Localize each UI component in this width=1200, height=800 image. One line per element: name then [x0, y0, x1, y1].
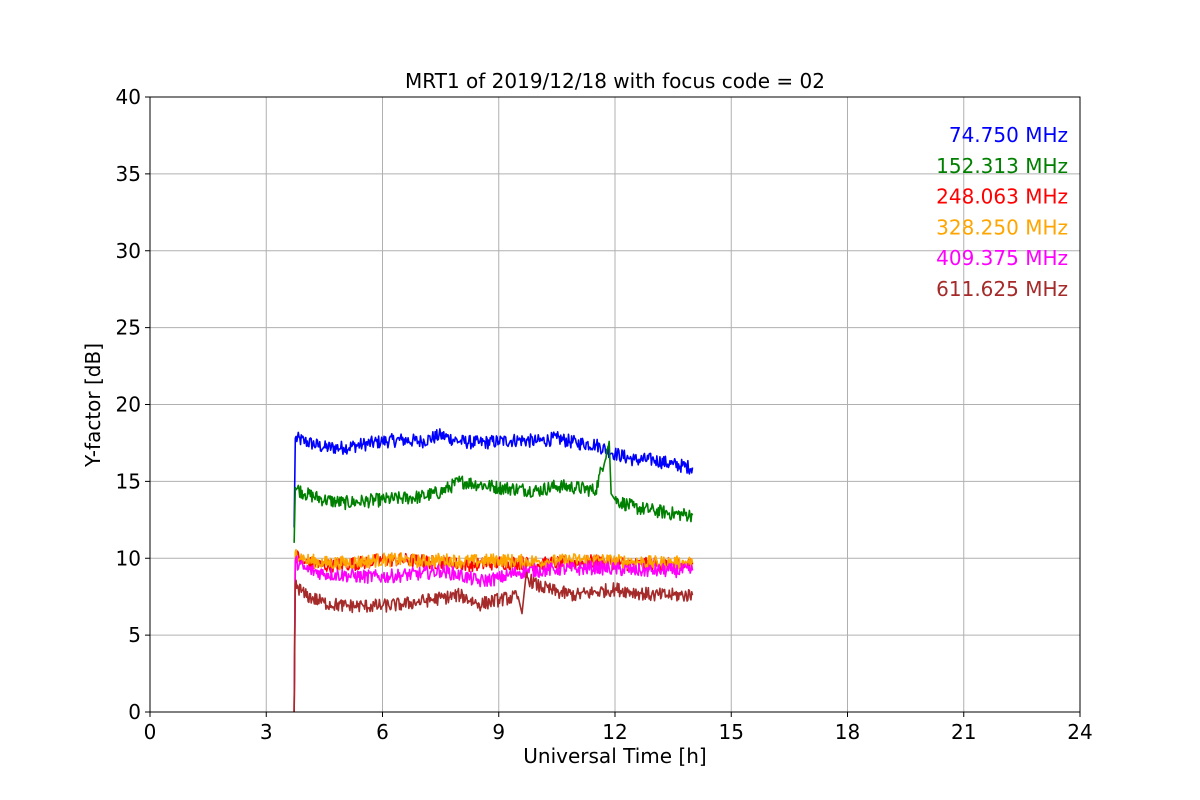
legend: 74.750 MHz 152.313 MHz 248.063 MHz 328.250 … [936, 123, 1068, 301]
series-line-4 [293, 548, 694, 713]
y-tick-label: 15 [116, 469, 141, 493]
axes [145, 96, 1081, 717]
x-axis-label: Universal Time [h] [523, 744, 706, 768]
x-tick-label: 12 [602, 720, 627, 744]
y-tick-label: 30 [116, 239, 141, 263]
x-tick-label: 24 [1067, 720, 1092, 744]
legend-label-6: 611.625 MHz [936, 277, 1068, 301]
legend-label-1: 74.750 MHz [949, 123, 1068, 147]
chart-title: MRT1 of 2019/12/18 with focus code = 02 [405, 69, 825, 93]
series-line-6 [293, 571, 694, 713]
y-tick-label: 10 [116, 546, 141, 570]
legend-label-5: 409.375 MHz [936, 246, 1068, 270]
y-tick-label: 20 [116, 393, 141, 417]
x-tick-label: 6 [376, 720, 389, 744]
series-line-1 [293, 428, 694, 528]
y-tick-label: 5 [128, 623, 141, 647]
y-tick-label: 25 [116, 316, 141, 340]
x-tick-label: 18 [835, 720, 860, 744]
y-tick-label: 35 [116, 162, 141, 186]
legend-label-4: 328.250 MHz [936, 215, 1068, 239]
legend-label-2: 152.313 MHz [936, 154, 1068, 178]
x-tick-label: 9 [492, 720, 505, 744]
series-layer [293, 428, 694, 713]
y-axis-label: Y-factor [dB] [81, 343, 105, 468]
tick-labels: 0 3 6 9 12 15 18 21 24 0 5 10 15 20 25 30 35 40 [116, 85, 1093, 744]
y-tick-label: 0 [128, 700, 141, 724]
series-line-5 [293, 555, 694, 713]
x-tick-label: 15 [719, 720, 744, 744]
y-tick-label: 40 [116, 85, 141, 109]
series-line-2 [293, 440, 694, 543]
legend-label-3: 248.063 MHz [936, 185, 1068, 209]
x-tick-label: 0 [144, 720, 157, 744]
x-tick-label: 3 [260, 720, 273, 744]
x-tick-label: 21 [951, 720, 976, 744]
